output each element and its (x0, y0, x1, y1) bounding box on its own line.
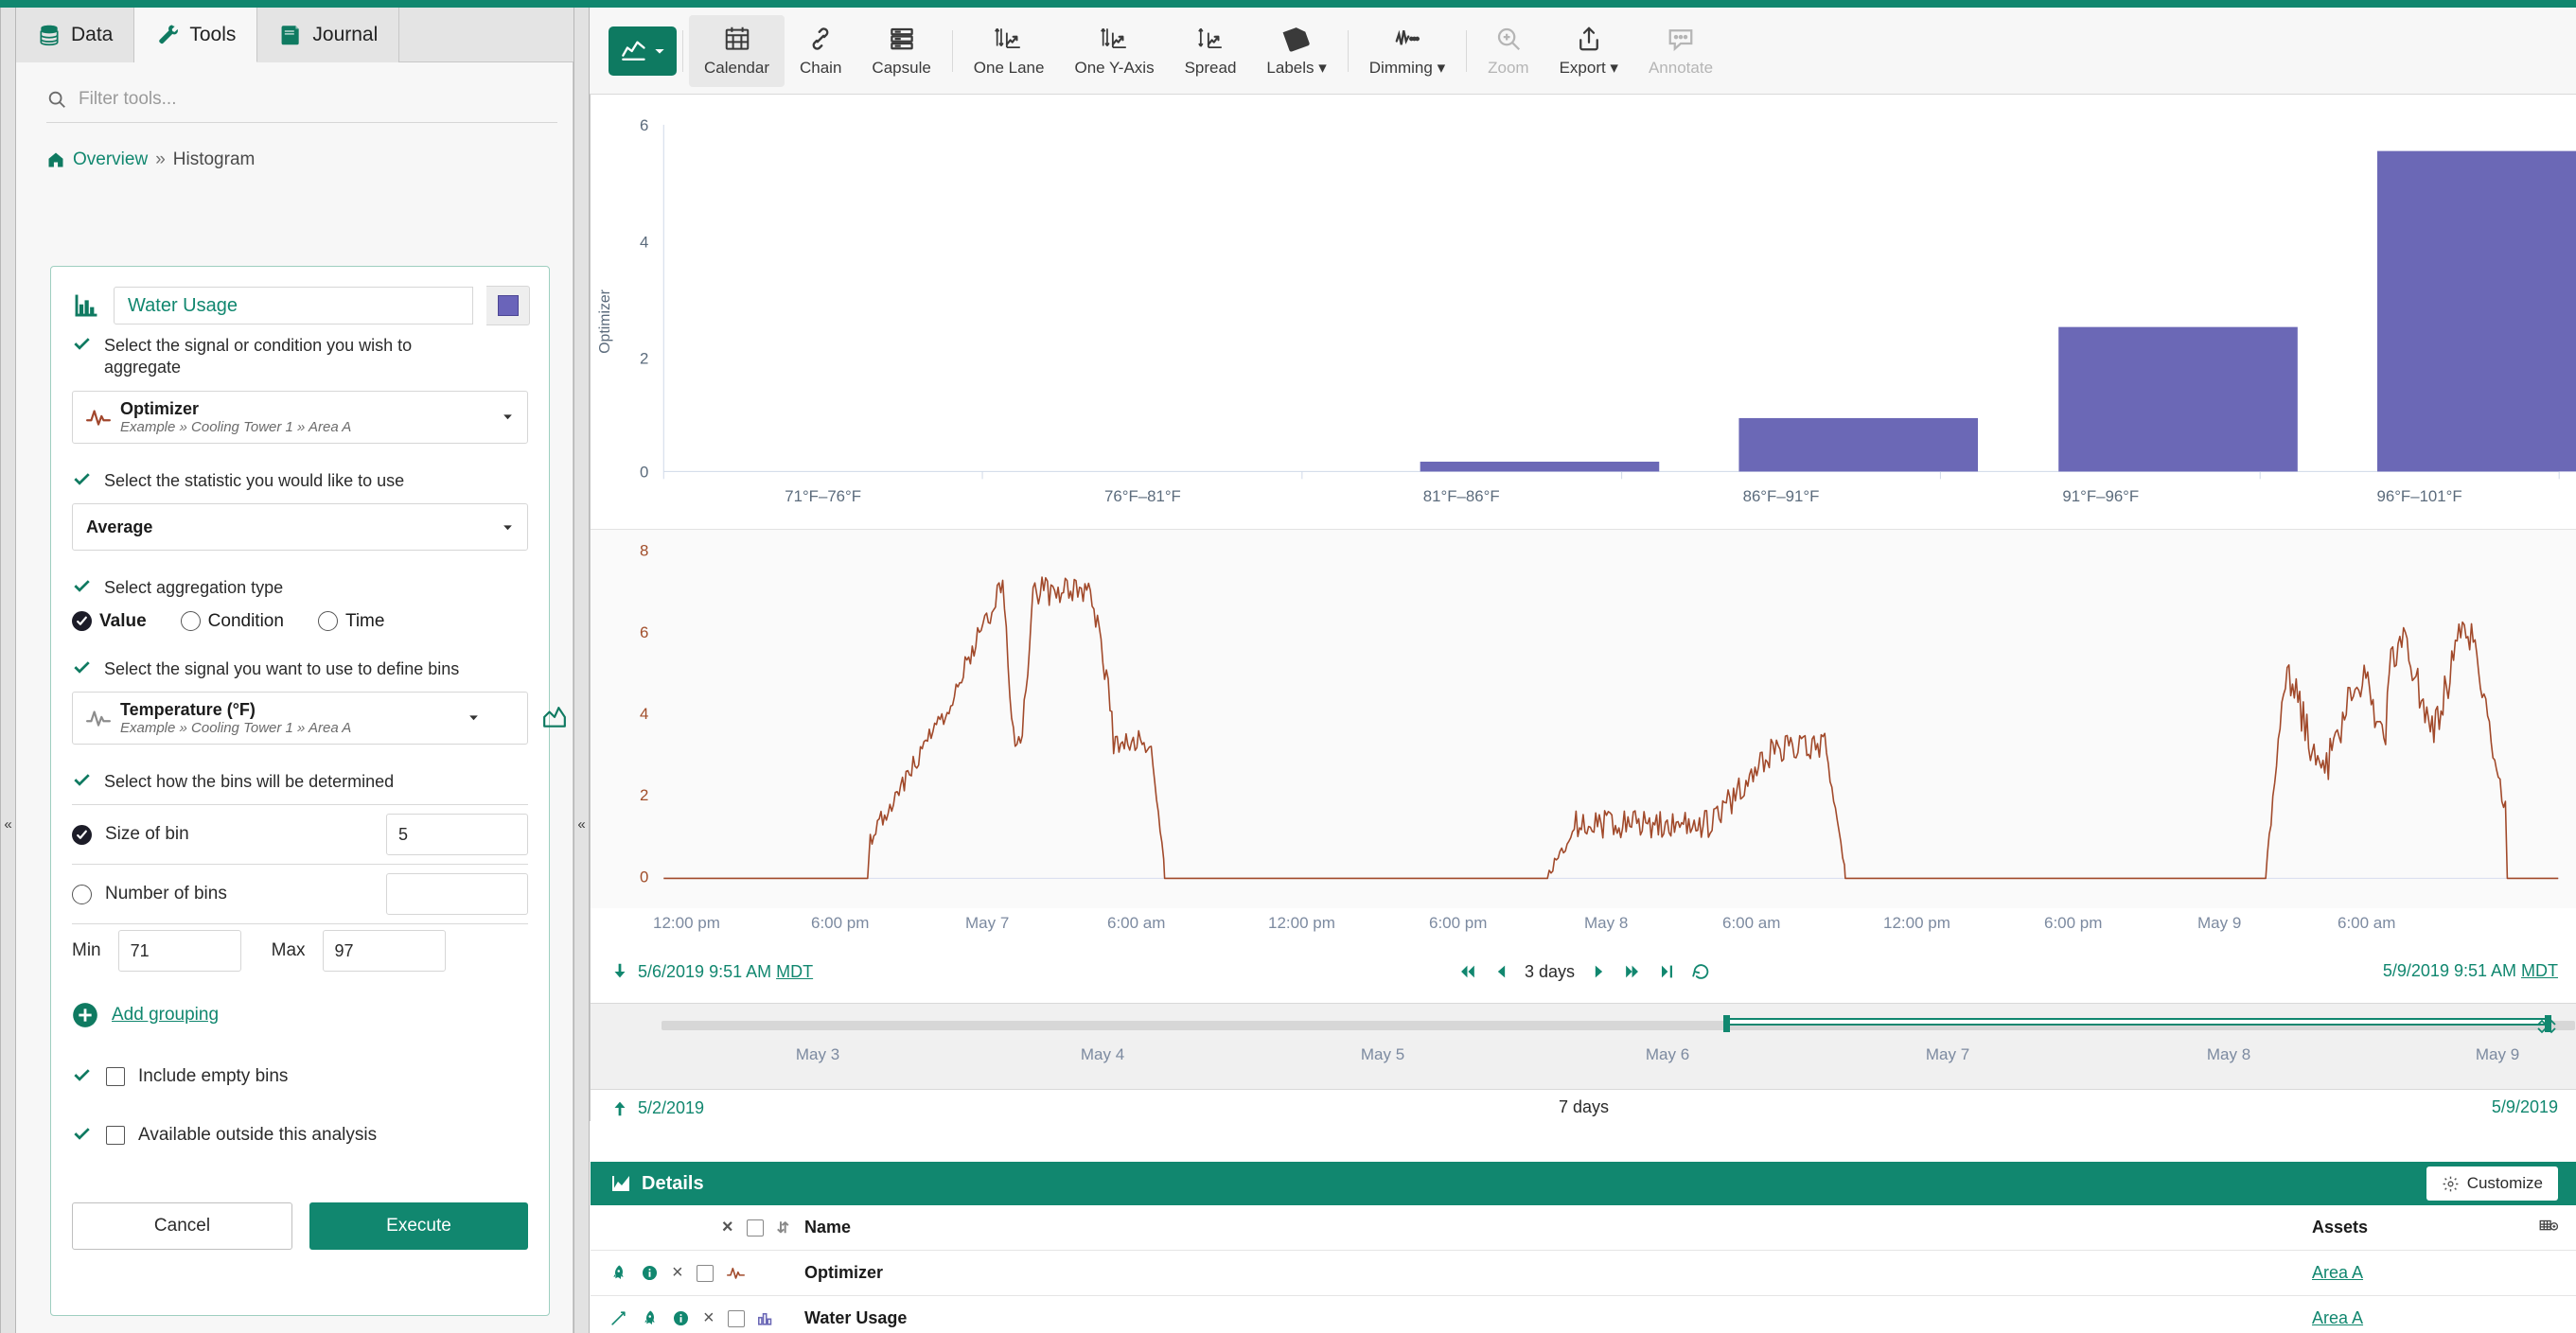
svg-text:71°F–76°F: 71°F–76°F (785, 487, 861, 505)
svg-text:2: 2 (640, 349, 648, 367)
svg-text:4: 4 (640, 705, 648, 723)
svg-text:8: 8 (640, 542, 648, 560)
svg-text:6: 6 (640, 623, 648, 641)
svg-text:81°F–86°F: 81°F–86°F (1423, 487, 1500, 505)
svg-text:86°F–91°F: 86°F–91°F (1743, 487, 1820, 505)
svg-text:96°F–101°F: 96°F–101°F (2376, 487, 2461, 505)
svg-text:6: 6 (640, 116, 648, 134)
svg-text:0: 0 (640, 463, 648, 481)
svg-text:0: 0 (640, 868, 648, 886)
svg-text:76°F–81°F: 76°F–81°F (1104, 487, 1181, 505)
svg-text:91°F–96°F: 91°F–96°F (2062, 487, 2139, 505)
svg-text:2: 2 (640, 786, 648, 804)
svg-text:Optimizer: Optimizer (597, 289, 613, 353)
svg-text:4: 4 (640, 234, 648, 252)
